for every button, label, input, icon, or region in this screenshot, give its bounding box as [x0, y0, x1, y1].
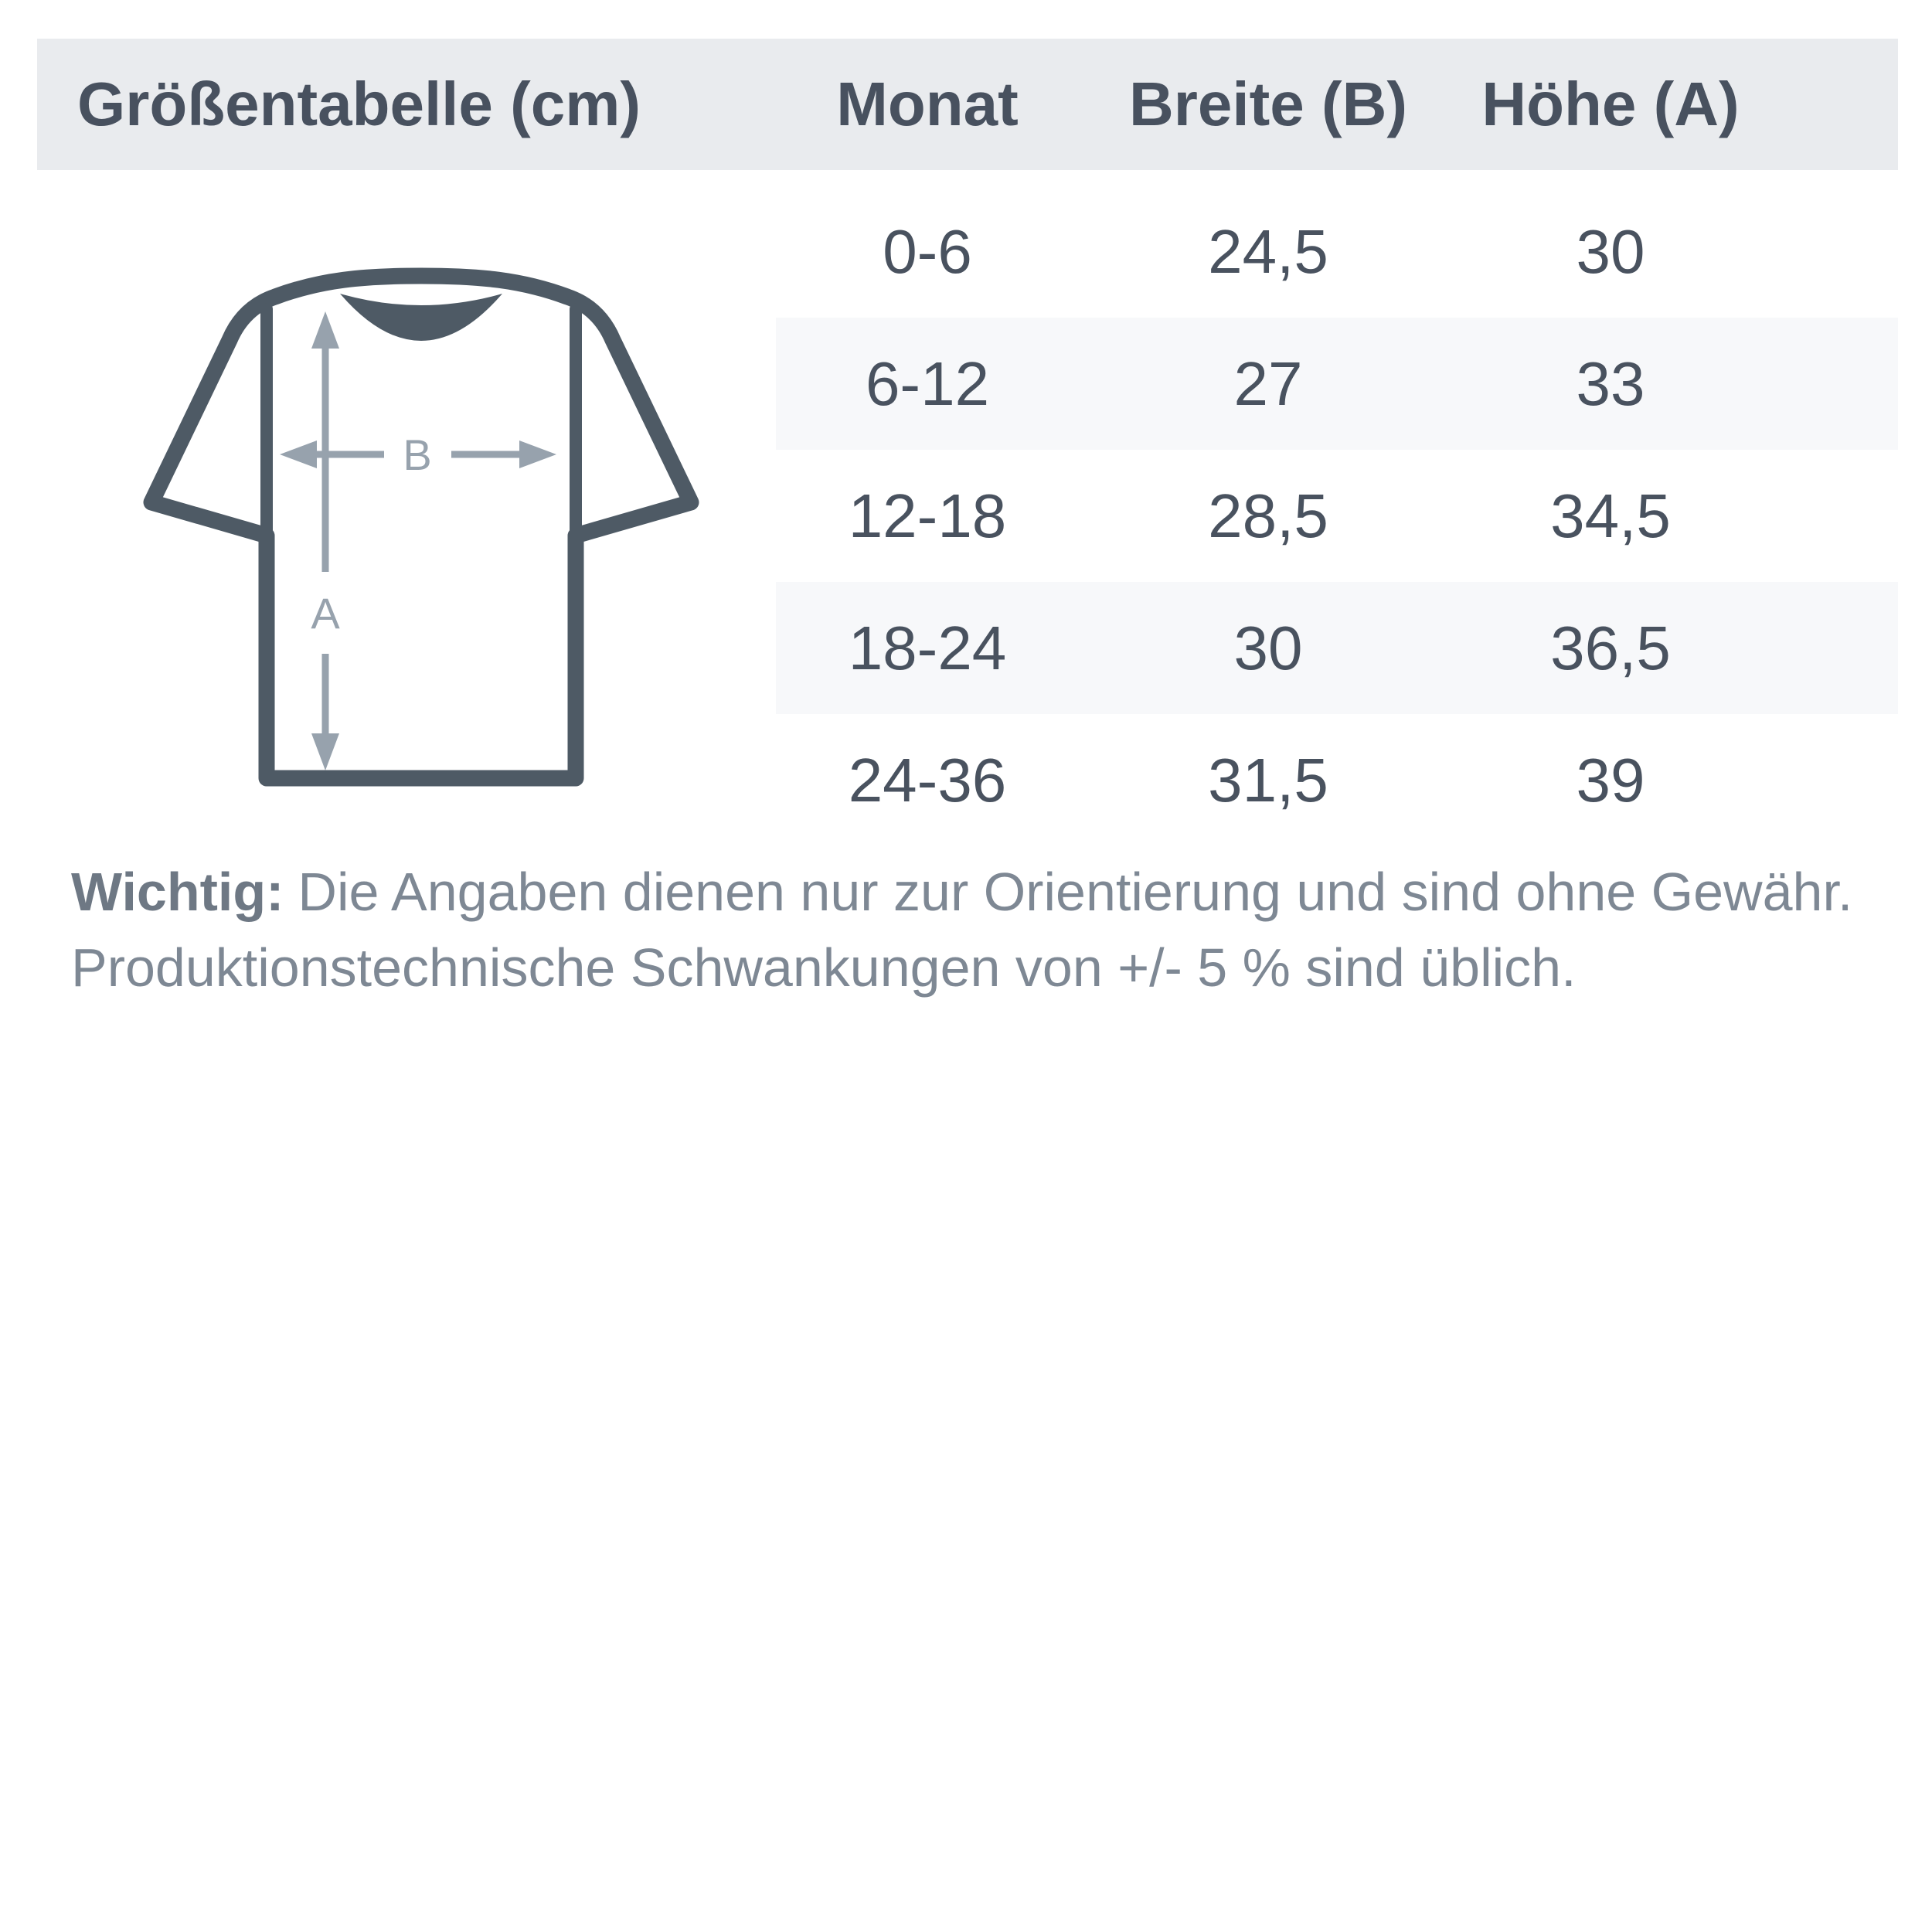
cell-hoehe: 34,5 [1550, 481, 1671, 550]
cell-breite: 27 [1233, 349, 1303, 418]
cell-hoehe: 30 [1576, 217, 1645, 286]
disclaimer-line-1: Wichtig: Die Angaben dienen nur zur Orien… [71, 854, 1872, 930]
page-title: Größentabelle (cm) [77, 70, 641, 138]
cell-breite: 28,5 [1208, 481, 1328, 550]
column-header-breite: Breite (B) [1128, 70, 1408, 138]
disclaimer-prefix: Wichtig: [71, 862, 284, 922]
disclaimer-note: Wichtig: Die Angaben dienen nur zur Orien… [71, 854, 1872, 1005]
cell-breite: 30 [1233, 614, 1303, 682]
width-arrow [280, 440, 556, 468]
height-arrow-label: A [311, 589, 340, 638]
cell-monat: 18-24 [848, 614, 1007, 682]
cell-monat: 0-6 [883, 217, 972, 286]
column-header-monat: Monat [836, 70, 1019, 138]
table-row: 18-24 30 36,5 [37, 582, 1898, 714]
disclaimer-line-2: Produktionstechnische Schwankungen von +… [71, 937, 1577, 998]
table-row: 24-36 31,5 39 [37, 714, 1898, 846]
cell-monat: 12-18 [848, 481, 1007, 550]
collar-icon [340, 294, 502, 341]
table-row: 12-18 28,5 34,5 [37, 450, 1898, 582]
row-stripe [776, 582, 1898, 714]
table-row: 6-12 27 33 [37, 318, 1898, 450]
cell-monat: 24-36 [848, 746, 1007, 815]
cell-breite: 24,5 [1208, 217, 1328, 286]
width-arrow-label: B [403, 430, 431, 479]
disclaimer-text: Die Angaben dienen nur zur Orientierung … [298, 862, 1853, 922]
row-stripe [776, 318, 1898, 450]
tshirt-diagram: A B [143, 267, 699, 787]
tshirt-outline [143, 267, 699, 787]
cell-hoehe: 36,5 [1550, 614, 1671, 682]
column-header-hoehe: Höhe (A) [1481, 70, 1740, 138]
table-row: 0-6 24,5 30 [37, 185, 1898, 318]
cell-hoehe: 33 [1576, 349, 1645, 418]
header-band [37, 39, 1898, 170]
cell-breite: 31,5 [1208, 746, 1328, 815]
height-arrow [311, 311, 339, 770]
cell-hoehe: 39 [1576, 746, 1645, 815]
cell-monat: 6-12 [865, 349, 990, 418]
